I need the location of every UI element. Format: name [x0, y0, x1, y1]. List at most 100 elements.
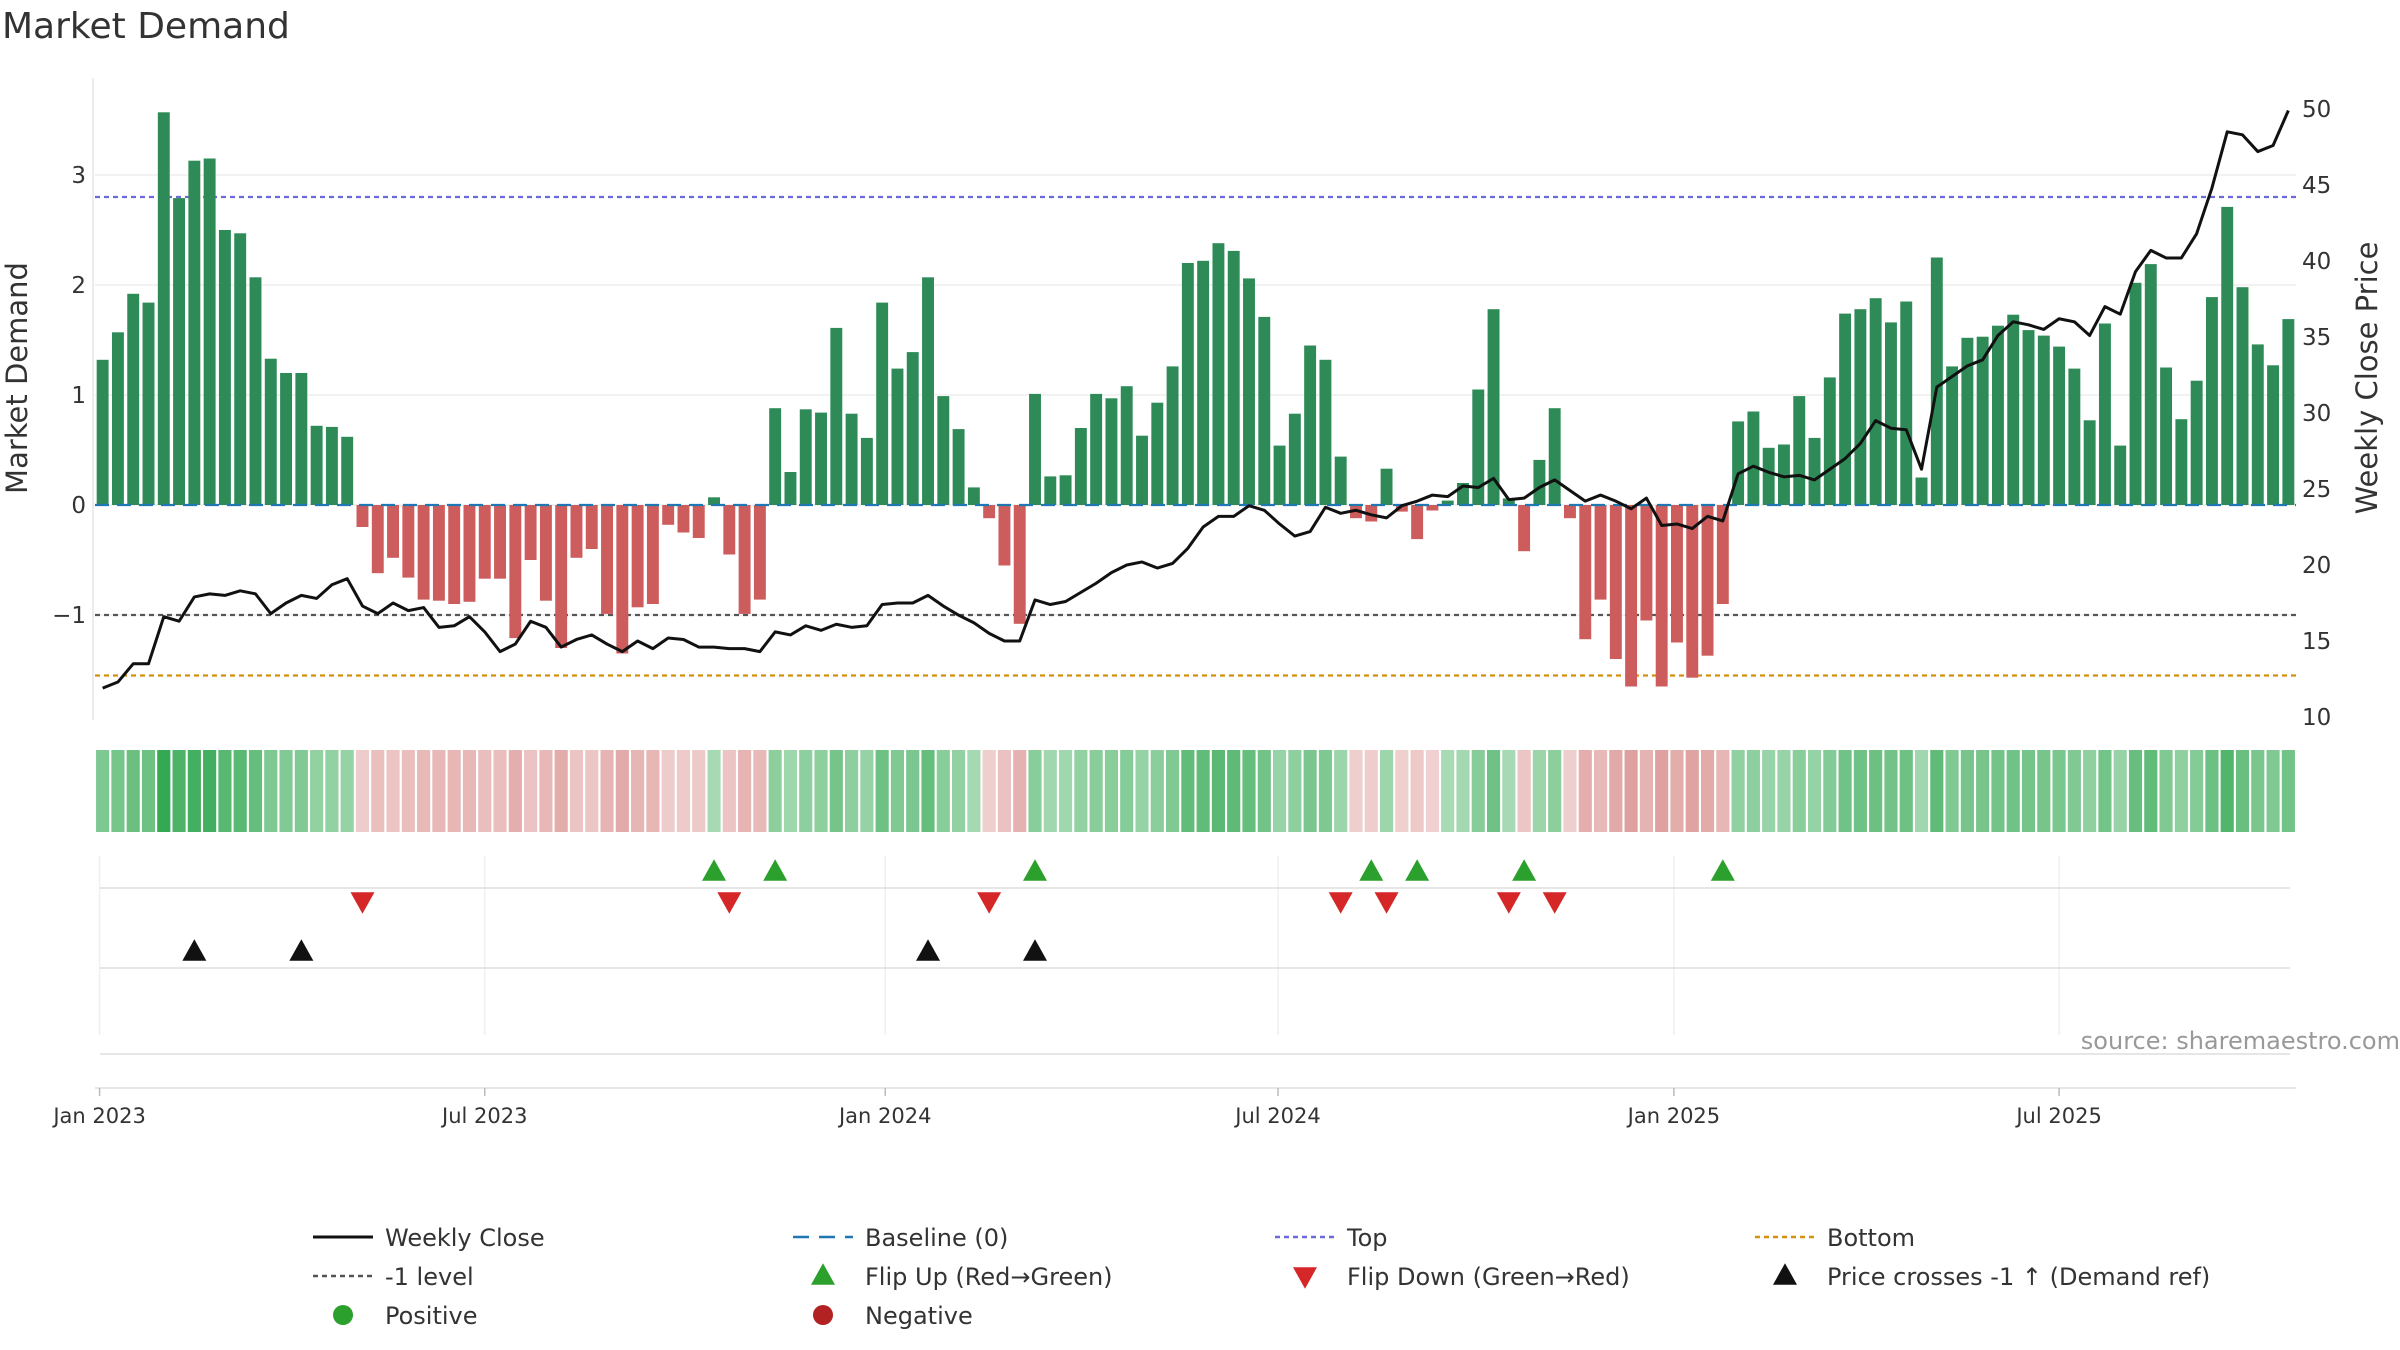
- y2-tick-label: 45: [2302, 173, 2331, 199]
- y2-tick-label: 20: [2302, 553, 2331, 579]
- weekly-close-line: [102, 109, 2290, 690]
- demand-bar: [1915, 477, 1928, 505]
- demand-bar: [1227, 250, 1240, 505]
- y-axis-label: Market Demand: [0, 262, 34, 494]
- demand-bar: [692, 505, 705, 538]
- demand-bar: [967, 487, 980, 505]
- heatmap-cell: [1792, 750, 1806, 832]
- demand-bar: [1105, 398, 1118, 505]
- demand-bar: [173, 198, 186, 505]
- demand-bar: [1946, 366, 1959, 505]
- demand-bar: [111, 332, 124, 505]
- heatmap-cell: [707, 750, 721, 832]
- demand-bar: [524, 505, 537, 560]
- heatmap-cell: [1960, 750, 1974, 832]
- legend-label: -1 level: [385, 1263, 474, 1291]
- heatmap-cell: [187, 750, 201, 832]
- heatmap-cell: [1456, 750, 1470, 832]
- heatmap-cell: [1425, 750, 1439, 832]
- heatmap-cell: [615, 750, 629, 832]
- heatmap-cell: [1548, 750, 1562, 832]
- demand-bar: [1273, 445, 1286, 505]
- y2-tick-label: 30: [2302, 401, 2331, 427]
- right-axis-ticks: 10 15 20 25 30 35 40 45 50: [2302, 97, 2331, 731]
- heatmap-cell: [921, 750, 935, 832]
- heatmap-cell: [2067, 750, 2081, 832]
- demand-bar: [1457, 483, 1469, 505]
- demand-bar: [2022, 330, 2035, 505]
- demand-bar: [799, 409, 812, 505]
- heatmap-cell: [478, 750, 492, 832]
- chart-legend: Weekly Close Baseline (0) Top Bottom -1 leve…: [313, 1224, 2210, 1330]
- demand-bar: [1365, 505, 1378, 522]
- heatmap-cell: [1563, 750, 1577, 832]
- demand-bar: [1181, 263, 1194, 505]
- heatmap-cell: [1914, 750, 1929, 832]
- demand-bar: [2205, 297, 2218, 505]
- legend-symbol: [813, 1305, 833, 1325]
- legend-item: Price crosses -1 ↑ (Demand ref): [1773, 1263, 2210, 1291]
- heatmap-cell: [1364, 750, 1378, 832]
- demand-bar: [157, 112, 170, 506]
- demand-bar: [188, 160, 201, 505]
- demand-bar: [1472, 389, 1485, 505]
- heatmap-cell: [2281, 750, 2295, 832]
- reference-lines: [95, 195, 2296, 677]
- demand-bar: [2037, 335, 2050, 505]
- heatmap-cell: [386, 750, 400, 832]
- flip-up-marker: [1405, 859, 1430, 881]
- demand-bar: [2251, 344, 2264, 505]
- heatmap-cell: [997, 750, 1012, 832]
- heatmap-cell: [2174, 750, 2188, 832]
- price-cross-marker: [1023, 939, 1048, 961]
- demand-bar: [280, 373, 293, 505]
- heatmap-cell: [2098, 750, 2112, 832]
- demand-bar: [937, 396, 950, 505]
- demand-bar: [1334, 456, 1347, 505]
- flip-down-marker: [1328, 892, 1353, 914]
- heatmap-cell: [1930, 750, 1944, 832]
- heatmap-cell: [218, 750, 232, 832]
- heatmap-cell: [2021, 750, 2036, 832]
- demand-bar: [1029, 393, 1041, 505]
- heatmap-cell: [1181, 750, 1195, 832]
- heatmap-cell: [157, 750, 171, 832]
- heatmap-cell: [126, 750, 140, 832]
- legend-item: Top: [1275, 1224, 1388, 1252]
- x-tick-label: Jul 2023: [440, 1104, 527, 1128]
- legend-label: Negative: [865, 1302, 973, 1330]
- heatmap-cell: [2128, 750, 2143, 832]
- demand-bar: [1166, 366, 1179, 505]
- heatmap-cell: [1486, 750, 1501, 832]
- demand-bar: [876, 302, 889, 505]
- heatmap-cell: [2251, 750, 2265, 832]
- y2-tick-label: 15: [2302, 629, 2331, 655]
- heatmap-cell: [1639, 750, 1653, 832]
- heatmap-cell: [661, 750, 675, 832]
- demand-bar: [1701, 505, 1714, 656]
- demand-bar: [631, 505, 644, 608]
- heatmap-cell: [1257, 750, 1271, 832]
- demand-bar: [432, 505, 445, 601]
- heatmap-cell: [1013, 750, 1027, 832]
- legend-label: Weekly Close: [385, 1224, 545, 1252]
- heatmap-cell: [2006, 750, 2020, 832]
- demand-bar: [1793, 396, 1806, 505]
- demand-bar: [1655, 505, 1668, 687]
- flip-down-marker: [1542, 892, 1567, 914]
- heatmap-cell: [1777, 750, 1791, 832]
- heatmap-cell: [1991, 750, 2005, 832]
- demand-bar: [570, 505, 583, 558]
- y-tick-label: 3: [71, 163, 86, 189]
- heatmap-cell: [1716, 750, 1730, 832]
- heatmap-cell: [1379, 750, 1394, 832]
- demand-bar: [2068, 368, 2081, 505]
- heatmap-cell: [172, 750, 186, 832]
- heatmap-cell: [1884, 750, 1898, 832]
- demand-bar: [1548, 408, 1561, 505]
- heatmap-cell: [1135, 750, 1149, 832]
- legend-label: Positive: [385, 1302, 478, 1330]
- demand-bar: [448, 505, 461, 604]
- demand-bar: [1120, 386, 1133, 505]
- demand-bar: [1044, 476, 1057, 505]
